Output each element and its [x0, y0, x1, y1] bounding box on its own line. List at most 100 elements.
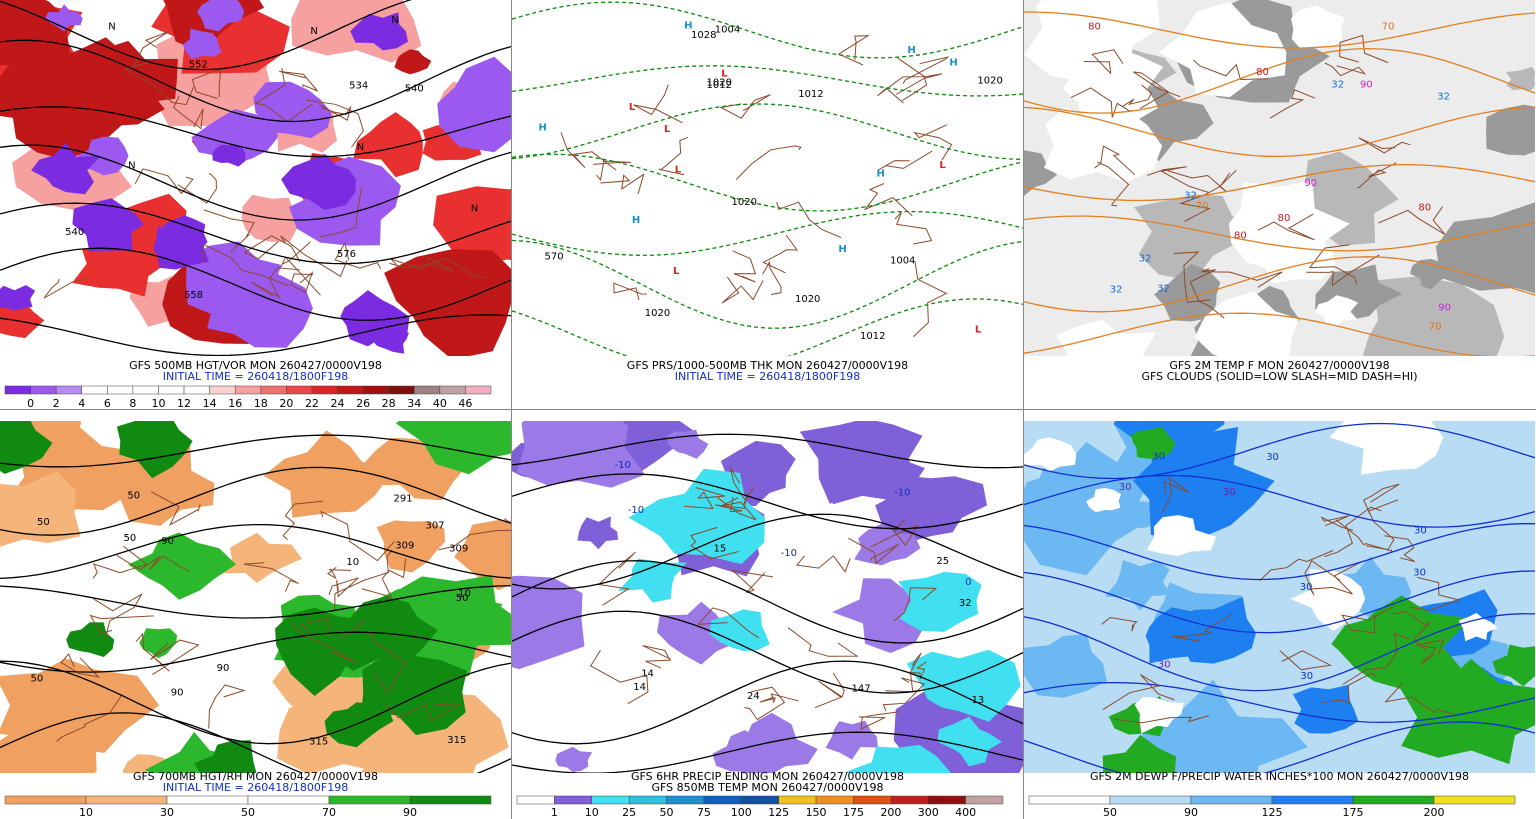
field-shading [1435, 202, 1535, 294]
field-shading [437, 56, 511, 153]
map-label: 1020 [706, 78, 731, 89]
map-label: H [876, 168, 884, 179]
border [814, 672, 845, 709]
contour [0, 434, 511, 468]
border [762, 234, 798, 274]
contour [1024, 47, 1535, 114]
colorbar-swatch [183, 385, 210, 395]
contour [512, 210, 1023, 256]
border [1384, 535, 1416, 563]
map-label: 10 [346, 557, 359, 568]
map-label: 309 [395, 541, 414, 552]
border [684, 487, 725, 510]
border [913, 124, 953, 161]
border [1320, 515, 1354, 531]
colorbar-label: 125 [1262, 806, 1283, 819]
border [744, 686, 786, 721]
border [633, 84, 683, 124]
caption: GFS PRS/1000-500MB THK MON 260427/0000V1… [627, 359, 908, 372]
contour [1024, 523, 1535, 581]
colorbar-label: 175 [843, 806, 864, 819]
map-label: 32 [1437, 92, 1450, 103]
colorbar-label: 28 [382, 397, 396, 410]
contour [0, 585, 511, 619]
contour [0, 631, 511, 673]
border [1409, 576, 1461, 611]
map-label: 32 [959, 598, 972, 609]
map-label: 1020 [732, 197, 757, 208]
border [243, 235, 301, 262]
border [202, 243, 289, 287]
field-shading [454, 520, 511, 591]
colorbar-label: 22 [305, 397, 319, 410]
map-label: 30 [1152, 451, 1165, 462]
colorbar-swatch [1190, 795, 1273, 805]
map-label: 32 [1157, 283, 1170, 294]
contour [1024, 312, 1535, 356]
field-shading [1062, 46, 1164, 129]
field-shading [44, 4, 83, 32]
map: -10 -10 -10 -10 0 15 14 24 25 13 14 32 147 [512, 421, 1023, 773]
contour [512, 660, 1023, 745]
contour [1024, 613, 1535, 692]
border [1358, 137, 1411, 154]
contour [1024, 11, 1535, 49]
colorbar-swatch [465, 385, 492, 395]
field-shading [937, 716, 1002, 767]
field-shading [854, 523, 921, 566]
field-shading [1024, 0, 1160, 84]
field-shading [31, 142, 101, 195]
colorbar-label: 10 [585, 806, 599, 819]
border [1304, 559, 1340, 593]
map-label: 32 [1331, 79, 1344, 90]
border [658, 136, 689, 176]
map-background [512, 0, 1023, 356]
border [1279, 650, 1333, 671]
contour [0, 247, 511, 321]
colorbar-label: 12 [177, 397, 191, 410]
border [1363, 483, 1400, 516]
field-shading [128, 532, 236, 600]
border [1259, 550, 1334, 582]
map-label: L [673, 266, 680, 277]
map-label: 90 [1438, 302, 1451, 313]
border [1097, 161, 1130, 207]
field-shading [577, 516, 618, 550]
border [787, 627, 859, 657]
border [43, 277, 88, 299]
field-shading [340, 290, 410, 347]
contour [1024, 164, 1535, 202]
map-label: 1020 [795, 294, 820, 305]
map: 1020102810121020102010121004100410121020… [512, 0, 1023, 356]
border [759, 693, 799, 704]
field-shading [555, 746, 593, 773]
border [177, 173, 217, 204]
panel: 30 30 30 30 30 30 30 30 30 GFS 2M DEWP F/PRECIP W… [1024, 421, 1535, 819]
colorbar-label: 125 [768, 806, 789, 819]
border [320, 510, 395, 562]
map-label: H [838, 244, 846, 255]
field-shading [0, 726, 97, 773]
map-label: 147 [851, 683, 870, 694]
map-label: H [907, 45, 915, 56]
field-shading [263, 430, 390, 518]
field-shading [394, 49, 432, 75]
map-label: 14 [633, 682, 646, 693]
map-label: H [632, 215, 640, 226]
field-shading [0, 471, 81, 547]
field-shading [1130, 426, 1176, 459]
border [600, 173, 645, 195]
field-shading [1486, 104, 1535, 156]
border [902, 56, 950, 84]
colorbar-swatch [1271, 795, 1354, 805]
map-label: 315 [309, 737, 328, 748]
field-shading [221, 532, 302, 584]
colorbar-label: 50 [241, 806, 255, 819]
field-shading [1146, 515, 1216, 556]
field-shading [1133, 427, 1275, 541]
colorbar-label: 26 [356, 397, 370, 410]
map-label: L [975, 324, 982, 335]
caption: GFS 2M TEMP F MON 260427/0000V198 [1169, 359, 1389, 372]
